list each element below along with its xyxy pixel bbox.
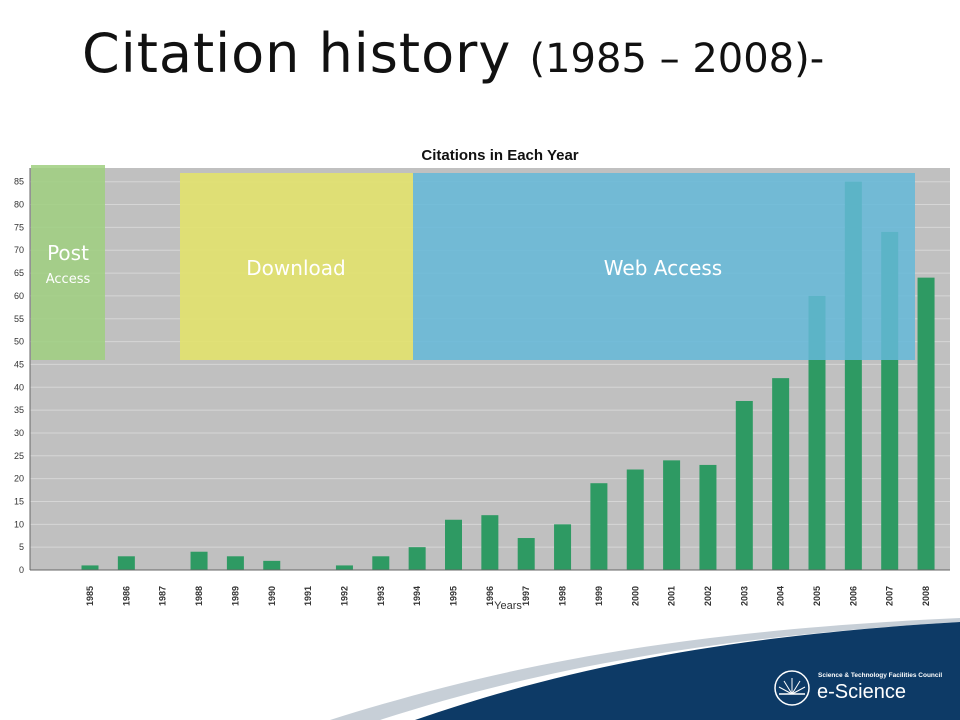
bar-2003 [735, 400, 753, 570]
y-tick-label: 65 [14, 268, 24, 278]
post-access-label-line2: Access [46, 272, 91, 287]
access-era-overlays: Post Access Download Web Access [31, 165, 915, 360]
y-axis-ticks: 0 5 10 15 20 25 30 35 40 45 50 55 60 65 70 75 80 85 [14, 177, 24, 575]
bar-1997 [517, 538, 535, 570]
x-tick-label: 2007 [885, 586, 895, 606]
logo-brand-name: e-Science [817, 681, 906, 703]
x-axis-ticks: 1985 1986 1987 1988 1989 1990 1991 1992 1993 1994… [85, 586, 931, 606]
x-tick-label: 2003 [739, 586, 749, 606]
y-tick-label: 80 [14, 200, 24, 210]
bar-2002 [699, 464, 717, 570]
bar-1995 [445, 519, 462, 570]
bar-1985 [81, 565, 99, 570]
x-tick-label: 2004 [776, 586, 786, 606]
bar-1986 [117, 556, 135, 570]
x-tick-label: 1986 [121, 586, 131, 606]
y-tick-label: 45 [14, 359, 24, 369]
bar-1999 [590, 483, 608, 570]
x-tick-label: 2006 [848, 586, 858, 606]
download-label: Download [246, 256, 345, 280]
y-tick-label: 30 [14, 428, 24, 438]
y-tick-label: 35 [14, 405, 24, 415]
bar-1996 [481, 515, 499, 570]
y-tick-label: 10 [14, 519, 24, 529]
x-tick-label: 2000 [630, 586, 640, 606]
y-tick-label: 15 [14, 496, 24, 506]
y-tick-label: 60 [14, 291, 24, 301]
x-tick-label: 1997 [521, 586, 531, 606]
sunrise-logo-icon [774, 670, 810, 706]
x-tick-label: 2005 [812, 586, 822, 606]
y-tick-label: 55 [14, 314, 24, 324]
x-tick-label: 1996 [485, 586, 495, 606]
y-tick-label: 20 [14, 474, 24, 484]
y-tick-label: 25 [14, 451, 24, 461]
bar-1988 [190, 551, 208, 570]
slide-title: Citation history (1985 – 2008)- [82, 22, 824, 85]
bar-2005 [808, 295, 826, 570]
slide-title-main: Citation history [82, 22, 530, 85]
x-tick-label: 2008 [921, 586, 931, 606]
bar-2008 [917, 277, 935, 570]
download-band [180, 173, 413, 360]
bar-2000 [626, 469, 644, 570]
y-tick-label: 70 [14, 245, 24, 255]
x-tick-label: 1998 [558, 586, 568, 606]
web-access-band [413, 173, 915, 360]
x-tick-label: 2001 [667, 586, 677, 606]
y-tick-label: 85 [14, 177, 24, 187]
bar-1992 [335, 565, 353, 570]
bar-1990 [263, 560, 281, 570]
logo-council-name: Science & Technology Facilities Council [818, 672, 943, 679]
x-tick-label: 1990 [267, 586, 277, 606]
x-tick-label: 1999 [594, 586, 604, 606]
x-tick-label: 1988 [194, 586, 204, 606]
post-access-band [31, 165, 105, 360]
post-access-label-line1: Post [47, 241, 89, 265]
swoosh-light-band [330, 618, 960, 720]
y-tick-label: 5 [19, 542, 24, 552]
stfc-escience-logo: Science & Technology Facilities Council … [770, 660, 950, 710]
y-tick-label: 40 [14, 382, 24, 392]
x-tick-label: 1992 [339, 586, 349, 606]
bars [81, 181, 935, 571]
slide-title-years: (1985 – 2008)- [529, 36, 825, 82]
swoosh-navy-band [415, 622, 960, 720]
bar-1989 [226, 556, 244, 570]
chart-title: Citations in Each Year [421, 147, 578, 164]
x-tick-label: 2002 [703, 586, 713, 606]
x-axis-label: Years [494, 600, 522, 612]
y-tick-label: 75 [14, 222, 24, 232]
x-tick-label: 1985 [85, 586, 95, 606]
x-tick-label: 1994 [412, 586, 422, 606]
x-tick-label: 1991 [303, 586, 313, 606]
x-tick-label: 1995 [449, 586, 459, 606]
x-tick-label: 1993 [376, 586, 386, 606]
bar-1994 [408, 547, 426, 570]
x-tick-label: 1989 [230, 586, 240, 606]
bar-2004 [772, 378, 790, 570]
bar-1993 [372, 556, 390, 570]
y-tick-label: 50 [14, 337, 24, 347]
bar-2001 [663, 460, 681, 570]
x-tick-label: 1987 [158, 586, 168, 606]
web-access-label: Web Access [604, 256, 722, 280]
y-tick-label: 0 [19, 565, 24, 575]
bar-1998 [554, 524, 572, 570]
